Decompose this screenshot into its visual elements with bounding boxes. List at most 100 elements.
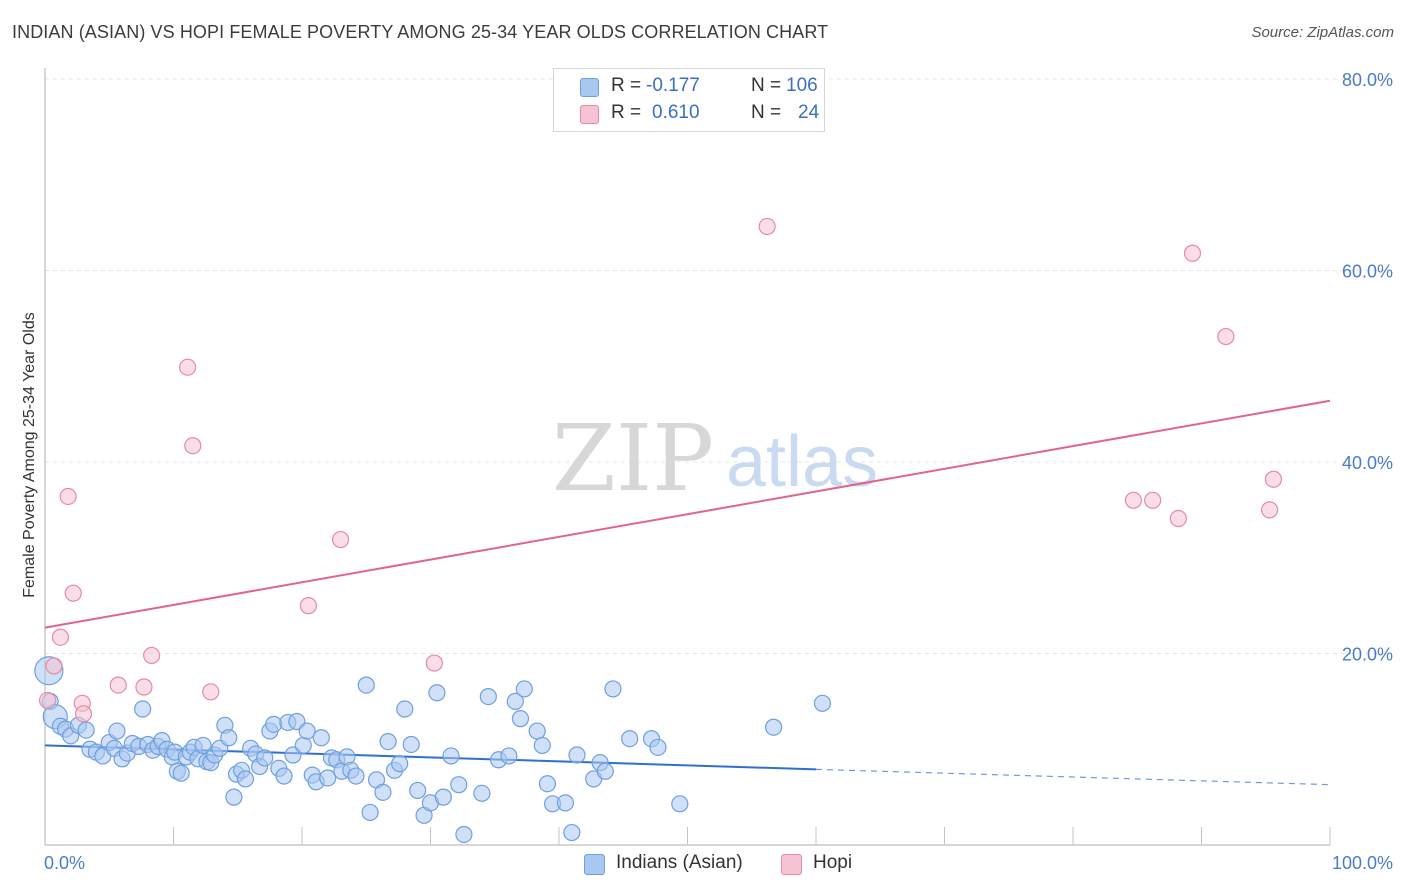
hopi-point	[64, 584, 82, 602]
hopi-point	[38, 691, 57, 710]
indians-point	[108, 722, 126, 740]
indians-trend-extension	[815, 768, 1331, 786]
hopi-point	[59, 487, 77, 506]
legend-r-value: -0.177	[646, 75, 700, 96]
indians-point	[515, 680, 533, 698]
legend-r-label: R =	[611, 75, 642, 96]
hopi-point	[179, 358, 197, 376]
legend-r-label: R =	[611, 102, 642, 123]
legend-swatch-hopi	[580, 105, 599, 124]
indians-point	[357, 676, 375, 694]
indians-point	[596, 762, 614, 780]
hopi-point	[1169, 509, 1187, 528]
indians-point	[538, 775, 557, 793]
indians-point	[455, 825, 473, 844]
y-tick-label: 80.0%	[1342, 70, 1393, 90]
hopi-point	[184, 437, 202, 455]
legend-swatch-indians	[580, 78, 599, 97]
y-tick-label: 40.0%	[1342, 453, 1393, 473]
indians-point	[374, 783, 392, 801]
indians-point	[500, 747, 518, 765]
hopi-point	[1183, 244, 1202, 262]
x-tick-label: 100.0%	[1332, 853, 1393, 873]
hopi-point	[51, 628, 70, 646]
indians-point	[379, 732, 397, 751]
indians-point	[671, 795, 689, 813]
legend-n-label: N =	[751, 102, 782, 123]
x-tick-label: 0.0%	[44, 853, 85, 873]
hopi-point	[143, 646, 161, 665]
indians-point	[511, 710, 530, 728]
hopi-point	[109, 676, 127, 694]
hopi-point	[202, 683, 220, 701]
y-tick-label: 20.0%	[1342, 645, 1393, 665]
indians-point	[402, 735, 420, 754]
indians-point	[428, 684, 446, 702]
watermark-zip: ZIP	[552, 405, 714, 512]
indians-point	[134, 700, 152, 718]
legend-label-indians: Indians (Asian)	[616, 852, 743, 873]
chart-source: Source: ZipAtlas.com	[1251, 24, 1394, 41]
hopi-point	[135, 678, 153, 696]
indians-point	[294, 736, 312, 755]
indians-point	[312, 729, 330, 747]
legend-n-label: N =	[751, 75, 782, 96]
hopi-point	[45, 657, 63, 675]
indians-point	[604, 680, 622, 698]
hopi-point	[74, 705, 93, 723]
indians-point	[556, 794, 575, 812]
indians-point	[442, 747, 460, 765]
chart-title: INDIAN (ASIAN) VS HOPI FEMALE POVERTY AM…	[12, 22, 829, 42]
grid-lines	[45, 78, 1392, 654]
hopi-point	[299, 597, 318, 615]
indians-point	[533, 736, 551, 755]
axis-ticks: 20.0% 40.0% 60.0% 80.0% 0.0% 100.0%	[44, 70, 1393, 873]
legend-r-value: 0.610	[652, 102, 700, 123]
indians-point	[319, 769, 337, 787]
hopi-point	[1144, 491, 1162, 509]
indians-point	[225, 788, 243, 806]
indians-point	[621, 730, 639, 748]
indians-point	[236, 770, 255, 788]
indians-point	[434, 788, 452, 806]
indians-point	[450, 776, 468, 794]
hopi-point	[1217, 327, 1235, 346]
hopi-point	[1261, 501, 1279, 519]
indians-point	[479, 687, 497, 706]
legend-n-value: 24	[798, 102, 820, 123]
legend-label-hopi: Hopi	[813, 852, 853, 873]
indians-point	[396, 700, 414, 718]
legend-swatch-hopi	[781, 854, 802, 875]
hopi-point	[758, 217, 776, 236]
indians-point	[194, 736, 212, 755]
data-points	[34, 217, 1283, 844]
indians-point	[764, 718, 783, 736]
indians-point	[568, 746, 586, 764]
indians-point	[528, 722, 546, 740]
legend-n-value: 106	[786, 75, 818, 96]
indians-point	[391, 755, 409, 773]
hopi-point	[1264, 470, 1283, 488]
indians-point	[256, 749, 274, 767]
watermark-atlas: atlas	[726, 422, 878, 502]
indians-point	[563, 823, 581, 842]
indians-point	[172, 764, 190, 782]
hopi-trend-line	[44, 399, 1331, 629]
hopi-point	[425, 654, 443, 672]
indians-point	[506, 692, 524, 710]
indians-point	[361, 803, 379, 822]
indians-point	[77, 721, 95, 739]
indians-point	[347, 767, 365, 785]
indians-point	[220, 729, 238, 747]
indians-point	[473, 784, 491, 802]
hopi-point	[331, 530, 350, 549]
legend-swatch-indians	[584, 854, 605, 875]
indians-point	[275, 767, 293, 785]
watermark: ZIP atlas	[552, 405, 878, 512]
y-tick-label: 60.0%	[1342, 262, 1393, 282]
indians-point	[649, 738, 667, 756]
indians-point	[409, 781, 427, 800]
indians-point	[298, 722, 316, 740]
indians-point	[813, 694, 832, 712]
